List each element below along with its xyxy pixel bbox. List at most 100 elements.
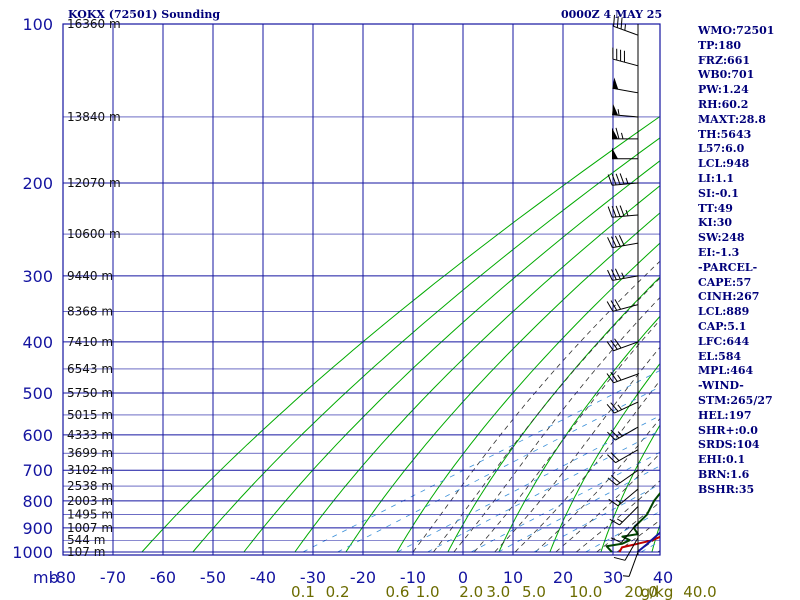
barb-flag: [606, 373, 614, 384]
barb-half-flag: [615, 499, 622, 504]
mixing-ratio-unit-label: g/kg: [641, 583, 674, 600]
barb-flag: [607, 206, 613, 218]
barb-staff: [616, 469, 639, 486]
barb-flag: [613, 14, 616, 27]
height-label: 6543 m: [67, 362, 113, 376]
barb-staff: [612, 182, 639, 186]
wind-barb: [606, 371, 639, 384]
wind-barb: [612, 147, 638, 160]
height-label: 4333 m: [67, 428, 113, 442]
pressure-tick-label: 600: [22, 426, 53, 445]
height-label: 2003 m: [67, 494, 113, 508]
sounding-index: FRZ:661: [698, 53, 751, 67]
temperature-tick-label: 20: [553, 568, 573, 587]
wind-barb: [608, 488, 639, 507]
barb-flag: [607, 174, 613, 186]
mixing-ratio-label: 40.0: [683, 583, 716, 600]
sounding-index: CINH:267: [698, 290, 760, 304]
barb-flag: [609, 518, 620, 526]
wind-barb: [607, 426, 639, 441]
height-label: 1495 m: [67, 508, 113, 522]
barb-staff: [613, 373, 639, 384]
barb-staff: [612, 304, 639, 312]
barb-flag: [606, 404, 615, 414]
height-label: 544 m: [67, 533, 105, 547]
barb-staff: [628, 551, 639, 577]
barb-pennant: [612, 103, 619, 116]
sounding-index: HEL:197: [698, 408, 752, 422]
temperature-tick-label: -40: [250, 568, 276, 587]
pressure-tick-label: 300: [22, 267, 53, 286]
wind-barbs: [606, 14, 639, 577]
mixing-ratio-label: 0.2: [326, 583, 350, 600]
height-label: 16360 m: [67, 17, 121, 31]
barb-flag: [610, 537, 622, 544]
pressure-tick-label: 800: [22, 492, 53, 511]
barb-flag: [606, 341, 614, 352]
wind-barb: [610, 522, 639, 544]
barb-flag: [611, 173, 617, 186]
barb-flag: [614, 235, 621, 247]
pressure-unit-label: mb: [33, 568, 59, 587]
barb-flag: [607, 237, 613, 248]
moist-adiabat: [535, 417, 660, 553]
barb-flag: [611, 236, 617, 248]
sounding-index: BSHR:35: [698, 482, 755, 496]
barb-pennant: [612, 147, 618, 159]
barb-flag: [616, 16, 619, 28]
barb-flag: [610, 452, 620, 462]
height-label: 1007 m: [67, 521, 113, 535]
barb-flag: [619, 173, 625, 185]
temperature-tick-label: -60: [150, 568, 176, 587]
barb-flag: [610, 371, 618, 382]
barb-flag: [615, 205, 621, 217]
plot-frame: [62, 23, 661, 556]
mixing-ratio-label: 3.0: [486, 583, 510, 600]
pressure-tick-label: 900: [22, 519, 53, 538]
height-label: 7410 m: [67, 335, 113, 349]
height-label: 5015 m: [67, 408, 113, 422]
wind-barb: [612, 127, 638, 140]
wind-barb: [606, 401, 639, 414]
wind-barb: [607, 235, 639, 249]
sounding-index: MPL:464: [698, 364, 754, 378]
height-label: 8368 m: [67, 304, 113, 318]
wind-barb: [613, 537, 639, 561]
height-label: 2538 m: [67, 479, 113, 493]
sounding-index: EI:-1.3: [698, 245, 740, 259]
sounding-index: L57:6.0: [698, 142, 745, 156]
sounding-index: RH:60.2: [698, 97, 749, 111]
sounding-index: LFC:644: [698, 334, 750, 348]
barb-flag: [614, 338, 622, 349]
barb-staff: [612, 275, 639, 281]
barb-half-flag: [621, 272, 625, 279]
height-label: 9440 m: [67, 269, 113, 283]
height-label: 13840 m: [67, 110, 121, 124]
sounding-index: EHI:0.1: [698, 453, 746, 467]
temperature-tick-label: 40: [653, 568, 673, 587]
temperature-tick-label: -50: [200, 568, 226, 587]
barb-flag: [608, 498, 619, 507]
mixing-ratio-label: 20.0: [624, 583, 657, 600]
barb-flag: [610, 300, 618, 311]
wind-barb: [606, 299, 639, 312]
sounding-index: WMO:72501: [698, 24, 775, 37]
barb-flag: [607, 269, 613, 281]
pressure-tick-label: 500: [22, 384, 53, 403]
sounding-index: BRN:1.6: [698, 467, 750, 481]
sounding-index: SI:-0.1: [698, 186, 739, 200]
barb-half-flag: [617, 374, 622, 381]
barb-half-flag: [621, 132, 624, 139]
mixing-ratio-label: 0.1: [291, 583, 315, 600]
barb-staff: [612, 58, 639, 67]
temperature-tick-label: -70: [100, 568, 126, 587]
temperature-tick-label: -20: [350, 568, 376, 587]
height-label: 107 m: [67, 545, 105, 559]
barb-flag: [614, 299, 622, 310]
barb-staff: [612, 114, 639, 118]
height-label: 10600 m: [67, 227, 121, 241]
sounding-index: SRDS:104: [698, 438, 760, 452]
wind-barb: [612, 77, 639, 94]
wind-barb: [622, 551, 639, 577]
